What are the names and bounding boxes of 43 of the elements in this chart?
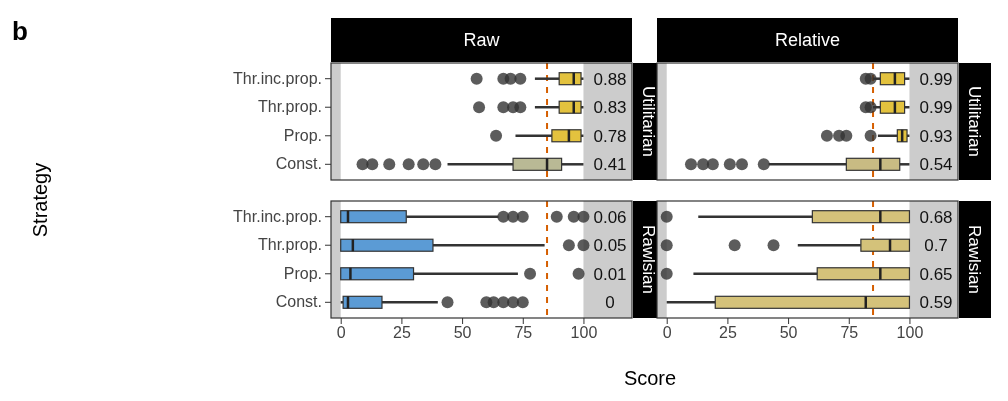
y2-axis-title: Rawlsian <box>639 225 659 294</box>
y-tick-label: Const. <box>275 155 322 173</box>
text: b <box>12 16 28 46</box>
y2-axis-title: Rawlsian <box>965 225 985 294</box>
y-tick-label: Thr.inc.prop. <box>233 207 322 225</box>
x-tick-label: 75 <box>840 324 859 342</box>
y-tick-label: Prop. <box>283 264 322 282</box>
x-tick-label: 50 <box>453 324 472 342</box>
text: 0.88 <box>593 69 627 89</box>
x-tick-label: 25 <box>393 324 411 342</box>
x-tick-label: 25 <box>719 324 737 342</box>
text: 0.65 <box>919 264 953 284</box>
text: 0.59 <box>919 293 953 313</box>
x-tick-label: 100 <box>570 324 598 342</box>
text: 0 <box>605 293 615 313</box>
text: 0.41 <box>593 155 627 175</box>
y-tick-label: Const. <box>275 293 322 311</box>
y-tick-label: Prop. <box>283 126 322 144</box>
chart-title: Raw <box>463 30 501 51</box>
y-tick-label: Thr.prop. <box>257 236 322 254</box>
x-tick-label: 75 <box>514 324 533 342</box>
y-tick-label: Thr.inc.prop. <box>233 69 322 87</box>
text: 0.06 <box>593 207 627 227</box>
text: 0.99 <box>919 69 953 89</box>
x-tick-label: 50 <box>779 324 798 342</box>
text: 0.99 <box>919 98 953 118</box>
text: 0.93 <box>919 126 953 146</box>
x-tick-label: 0 <box>662 324 672 342</box>
x-tick-label: 0 <box>336 324 346 342</box>
y-axis-title: Strategy <box>29 162 51 238</box>
text: 0.7 <box>924 236 948 256</box>
text: 0.78 <box>593 126 627 146</box>
x-tick-label: 100 <box>896 324 924 342</box>
y-tick-label: Thr.prop. <box>257 98 322 116</box>
y2-axis-title: Utilitarian <box>639 86 659 157</box>
text: 0.05 <box>593 236 627 256</box>
text: 0.68 <box>919 207 953 227</box>
text: 0.54 <box>919 155 953 175</box>
text: 0.83 <box>593 98 627 118</box>
y2-axis-title: Utilitarian <box>965 86 985 157</box>
text: 0.01 <box>593 264 627 284</box>
x-axis-title: Score <box>623 367 677 389</box>
chart-title: Relative <box>774 30 841 51</box>
